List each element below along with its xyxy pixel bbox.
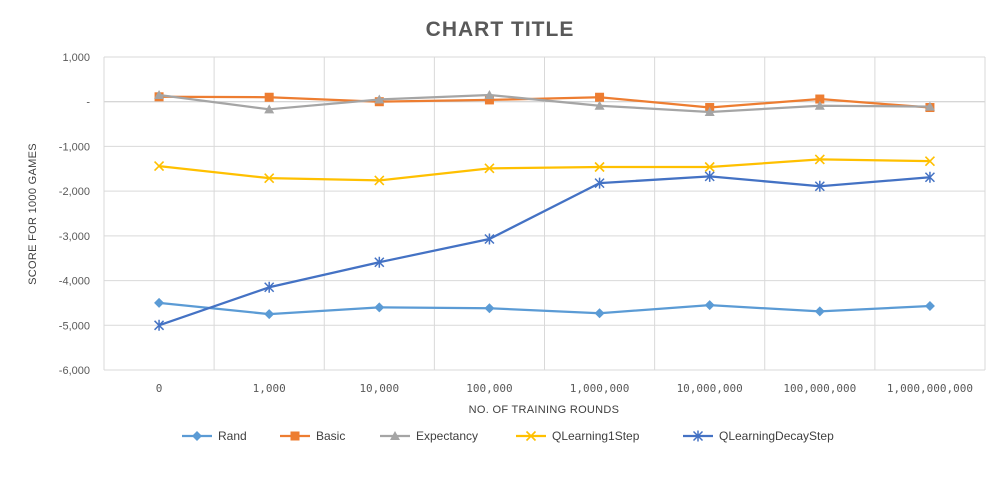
data-point [154,90,165,100]
data-point [704,161,715,173]
x-tick-label: 100,000,000 [783,382,856,395]
legend-label: Rand [218,429,247,443]
y-tick-label: -5,000 [59,320,90,332]
legend-marker [525,430,537,442]
legend-marker [692,430,704,442]
x-tick-label: 1,000,000,000 [887,382,973,395]
data-point [484,233,495,245]
legend-marker [290,431,300,441]
legend-item: Basic [280,429,345,443]
series-lines [153,90,936,331]
series-expectancy [154,90,935,116]
series-line [158,301,930,316]
data-point [153,161,165,172]
series-line [158,175,931,327]
data-point [704,300,715,311]
gridlines [103,56,986,371]
data-point [484,303,495,314]
legend-item: Expectancy [380,429,478,443]
x-tick-label: 1,000 [253,382,286,395]
data-point [594,100,605,110]
legend-item: QLearning1Step [516,429,640,443]
legend-label: Expectancy [416,429,478,443]
data-point [154,319,165,331]
data-point [594,308,605,319]
data-point [594,161,605,173]
legend-label: QLearning1Step [552,429,640,443]
x-tick-label: 0 [156,382,163,395]
x-tick-label: 100,000 [466,382,512,395]
data-point [264,281,275,293]
y-tick-label: -3,000 [59,231,90,243]
data-point [924,171,935,183]
chart-title: CHART TITLE [426,18,575,41]
data-point [924,101,935,111]
data-point [704,170,715,182]
legend-marker [390,431,400,440]
series-qlearning1step [153,154,936,186]
data-point [154,297,165,308]
legend-label: Basic [316,429,345,443]
data-point [814,306,825,317]
data-point [924,156,936,167]
data-point [484,163,495,174]
data-point [814,154,825,165]
series-rand [154,297,935,320]
data-point [264,92,274,102]
series-qlearningdecaystep [154,170,935,331]
y-axis-title: SCORE FOR 1000 GAMES [27,143,39,285]
data-point [595,92,605,102]
y-tick-label: -4,000 [59,276,90,288]
legend-marker [192,431,202,441]
series-line [158,93,930,114]
x-axis-ticks: 0 1,000 10,000 100,000 1,000,000 10,000,000 10… [156,382,973,395]
y-tick-label: -1,000 [59,141,90,153]
data-point [814,180,825,192]
y-tick-label: - [86,97,90,109]
y-axis-ticks: 1,000 - -1,000 -2,000 -3,000 -4,000 -5,000 -6,0… [59,52,91,377]
x-tick-label: 10,000,000 [677,382,743,395]
x-tick-label: 10,000 [359,382,399,395]
series-line [159,95,931,109]
data-point [374,302,385,313]
data-point [264,309,275,320]
data-point [264,104,275,114]
data-point [924,301,935,312]
legend-item: Rand [182,429,247,443]
legend: Rand Basic Expectancy QLearning1Step QLearni… [182,429,834,443]
data-point [484,90,495,100]
data-point [374,175,385,186]
x-tick-label: 1,000,000 [570,382,630,395]
data-point [374,256,385,268]
data-point [814,100,825,110]
y-tick-label: 1,000 [62,52,90,64]
data-point [264,173,275,184]
y-tick-label: -2,000 [59,186,90,198]
data-point [374,94,385,104]
x-axis-title: NO. OF TRAINING ROUNDS [469,404,620,416]
series-line [158,158,930,182]
legend-label: QLearningDecayStep [719,429,834,443]
legend-item: QLearningDecayStep [683,429,834,443]
data-point [484,95,494,105]
y-tick-label: -6,000 [59,365,90,377]
data-point [815,94,825,104]
data-point [704,106,715,116]
data-point [594,177,605,189]
